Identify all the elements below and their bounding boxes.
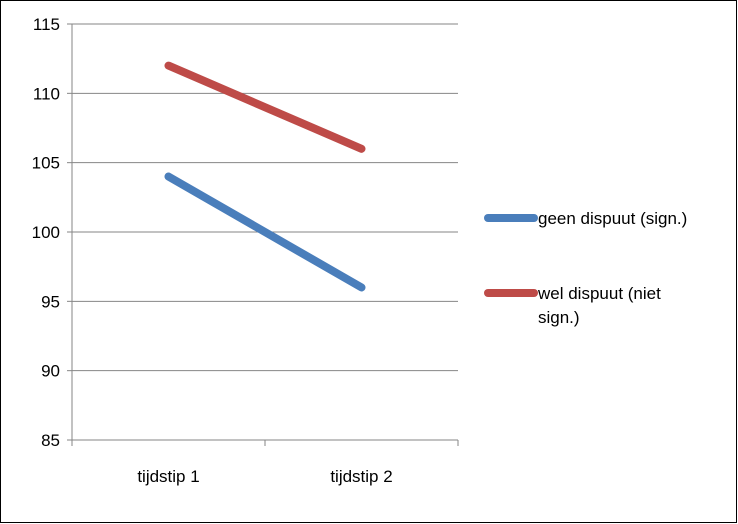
y-tick-label: 95 bbox=[41, 292, 60, 311]
y-tick-label: 110 bbox=[33, 84, 60, 103]
y-tick-label: 100 bbox=[32, 223, 60, 242]
gridlines bbox=[72, 23, 458, 372]
y-tick-label: 115 bbox=[33, 15, 60, 34]
legend-label: wel dispuut (niet sign.) bbox=[537, 284, 661, 327]
legend-label: geen dispuut (sign.) bbox=[538, 209, 687, 228]
x-tick-label: tijdstip 2 bbox=[330, 467, 392, 486]
axes: 85 90 95 100 105 110 115 tijdstip 1 tijdstip 2 bbox=[32, 15, 459, 486]
y-tick-label: 105 bbox=[32, 154, 60, 173]
y-tick-label: 85 bbox=[41, 431, 60, 450]
legend: geen dispuut (sign.) wel dispuut (niet sig… bbox=[484, 209, 687, 327]
y-tick-label: 90 bbox=[41, 362, 60, 381]
series-line-2 bbox=[164, 61, 366, 153]
x-tick-label: tijdstip 1 bbox=[137, 467, 199, 486]
series-lines bbox=[164, 61, 366, 292]
series-line-1 bbox=[164, 172, 366, 292]
